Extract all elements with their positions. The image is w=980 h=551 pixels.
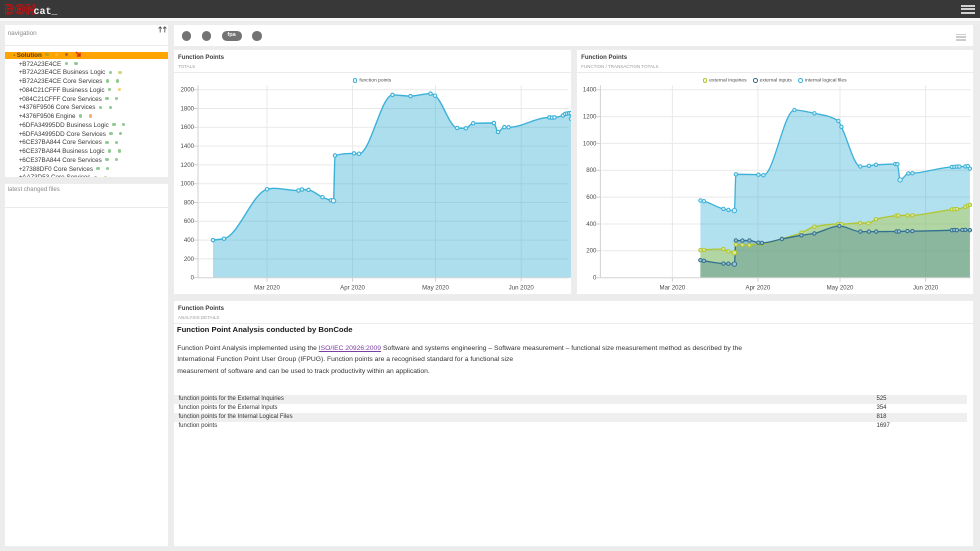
svg-text:May 2020: May 2020 (826, 284, 853, 291)
svg-text:800: 800 (183, 199, 194, 206)
svg-text:600: 600 (183, 218, 194, 225)
svg-text:1200: 1200 (180, 162, 194, 169)
svg-text:May 2020: May 2020 (422, 284, 449, 291)
svg-text:1800: 1800 (180, 105, 194, 112)
svg-text:1200: 1200 (582, 113, 596, 120)
svg-text:1400: 1400 (180, 143, 194, 150)
svg-text:cat_: cat_ (34, 7, 59, 18)
svg-text:Mar 2020: Mar 2020 (659, 284, 685, 291)
svg-text:200: 200 (183, 256, 194, 263)
svg-text:1000: 1000 (180, 180, 194, 187)
svg-text:400: 400 (586, 221, 597, 228)
svg-text:Apr 2020: Apr 2020 (745, 284, 770, 291)
svg-text:2000: 2000 (180, 86, 194, 93)
svg-text:200: 200 (586, 247, 597, 254)
svg-text:Apr 2020: Apr 2020 (340, 284, 365, 291)
svg-text:600: 600 (586, 194, 597, 201)
svg-text:Jun 2020: Jun 2020 (913, 284, 939, 291)
svg-text:Jun 2020: Jun 2020 (508, 284, 534, 291)
svg-text:Mar 2020: Mar 2020 (254, 284, 280, 291)
svg-text:1400: 1400 (582, 86, 596, 93)
svg-text:0: 0 (190, 274, 194, 281)
svg-text:400: 400 (183, 237, 194, 244)
svg-text:800: 800 (586, 167, 597, 174)
svg-text:1600: 1600 (180, 124, 194, 131)
svg-text:1000: 1000 (582, 140, 596, 147)
svg-text:0: 0 (593, 274, 597, 281)
